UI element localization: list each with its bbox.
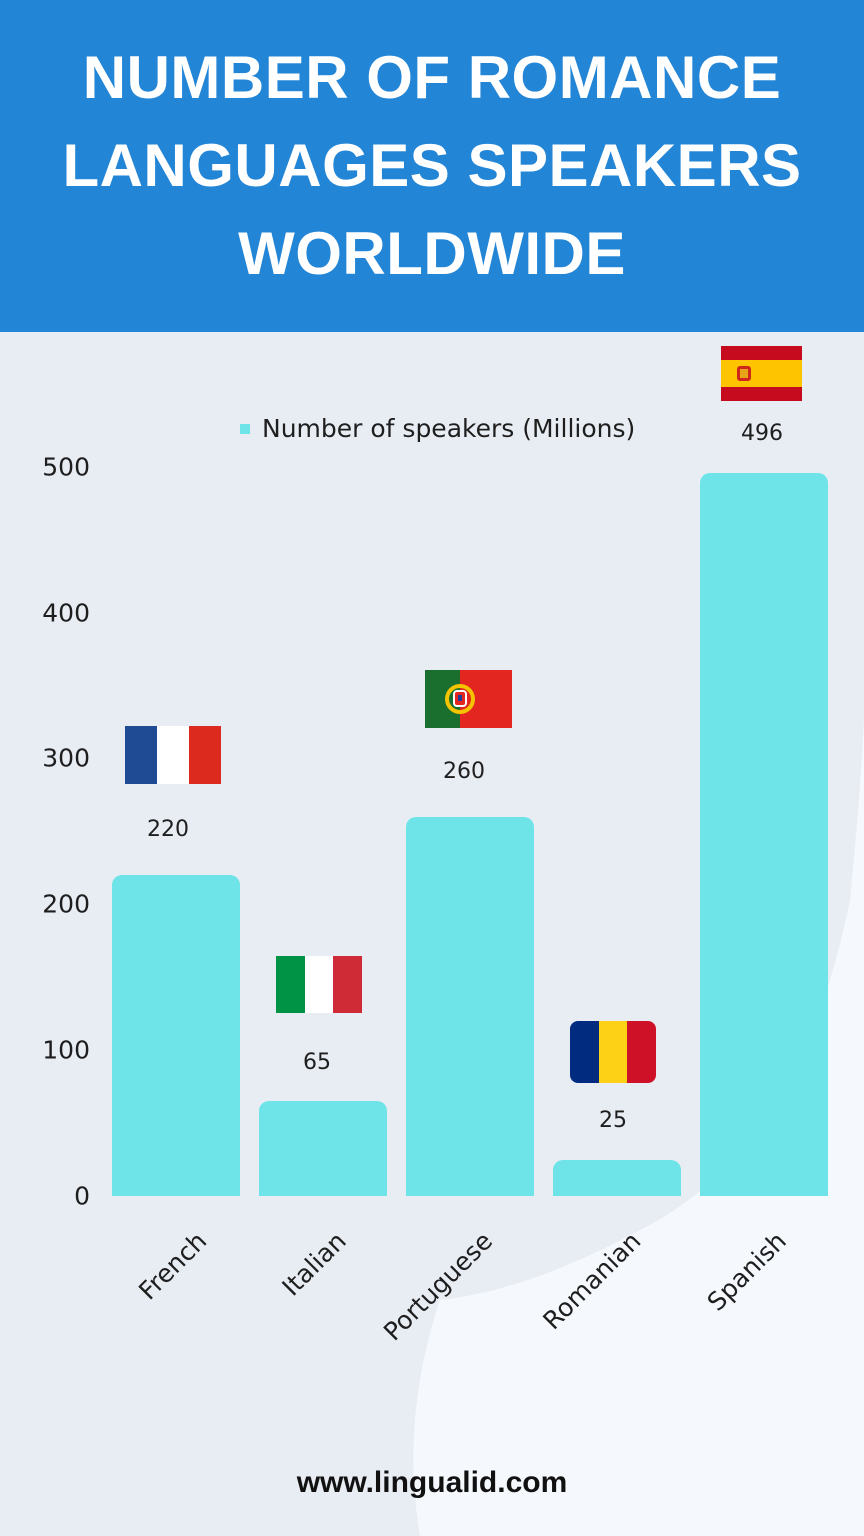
y-tick-100: 100	[42, 1035, 90, 1065]
bar-spanish[interactable]	[700, 473, 828, 1196]
header-banner: NUMBER OF ROMANCE LANGUAGES SPEAKERS WOR…	[0, 0, 864, 332]
bar-portuguese[interactable]	[406, 817, 534, 1196]
flag-france-icon	[125, 726, 221, 784]
legend-swatch	[240, 423, 250, 434]
y-tick-400: 400	[42, 598, 90, 628]
value-label-french: 220	[147, 817, 189, 842]
bar-french[interactable]	[112, 875, 240, 1196]
value-label-italian: 65	[303, 1050, 331, 1075]
flag-portugal-icon	[425, 670, 512, 728]
y-tick-500: 500	[42, 452, 90, 482]
bar-romanian[interactable]	[553, 1160, 681, 1196]
page-title: NUMBER OF ROMANCE LANGUAGES SPEAKERS WOR…	[62, 44, 802, 287]
bar-italian[interactable]	[259, 1101, 387, 1196]
y-tick-300: 300	[42, 743, 90, 773]
value-label-spanish: 496	[741, 421, 783, 446]
website-url[interactable]: www.lingualid.com	[296, 1466, 568, 1499]
y-tick-200: 200	[42, 889, 90, 919]
value-label-portuguese: 260	[443, 759, 485, 784]
value-label-romanian: 25	[599, 1108, 627, 1133]
flag-spain-icon	[721, 346, 802, 401]
flag-romania-icon	[570, 1021, 656, 1083]
legend-label: Number of speakers (Millions)	[262, 414, 636, 443]
y-tick-0: 0	[74, 1181, 90, 1211]
chart-legend: Number of speakers (Millions)	[240, 414, 635, 443]
flag-italy-icon	[276, 956, 363, 1013]
